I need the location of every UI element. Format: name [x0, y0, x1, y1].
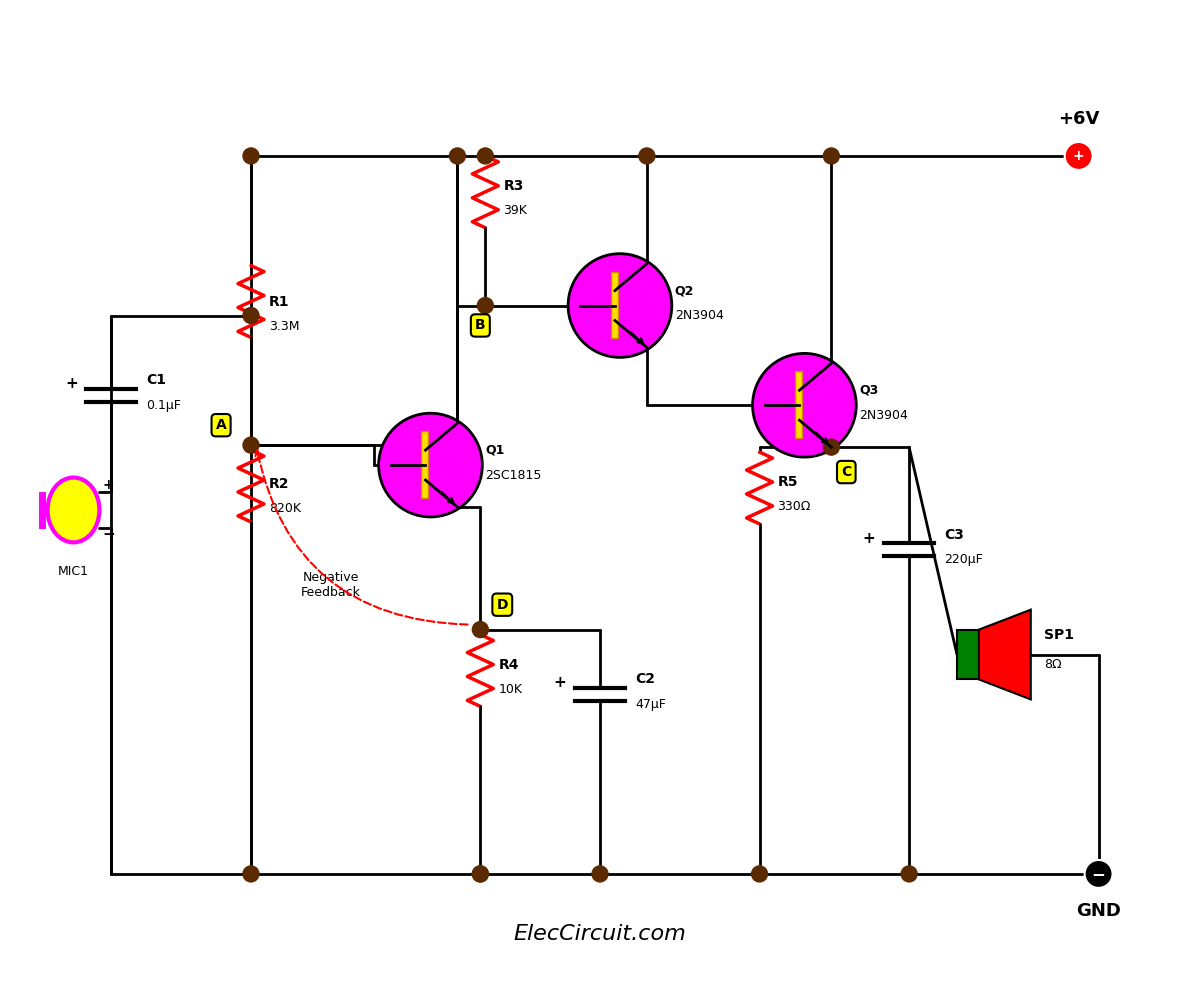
Text: −: − — [1092, 865, 1105, 883]
Circle shape — [638, 148, 655, 164]
Circle shape — [244, 437, 259, 453]
Circle shape — [473, 622, 488, 637]
Circle shape — [568, 254, 672, 358]
Circle shape — [901, 866, 917, 882]
Circle shape — [379, 414, 482, 517]
Text: SP1: SP1 — [1044, 627, 1074, 641]
Text: 820K: 820K — [269, 502, 301, 515]
Circle shape — [751, 866, 768, 882]
Circle shape — [450, 148, 466, 164]
Text: R3: R3 — [503, 179, 523, 193]
Ellipse shape — [48, 478, 100, 543]
Text: 39K: 39K — [503, 204, 527, 218]
Text: +: + — [102, 478, 114, 492]
Circle shape — [478, 297, 493, 313]
Text: 2N3904: 2N3904 — [674, 309, 724, 322]
Text: C1: C1 — [146, 373, 167, 387]
Text: Q3: Q3 — [859, 384, 878, 397]
Text: ElecCircuit.com: ElecCircuit.com — [514, 924, 686, 944]
Circle shape — [473, 866, 488, 882]
Text: −: − — [102, 527, 115, 543]
Circle shape — [473, 866, 488, 882]
Circle shape — [478, 148, 493, 164]
Text: C: C — [841, 465, 852, 479]
Circle shape — [823, 439, 839, 455]
Text: 0.1μF: 0.1μF — [146, 399, 181, 412]
Text: B: B — [475, 318, 486, 333]
Text: D: D — [497, 598, 508, 612]
Text: GND: GND — [1076, 902, 1121, 920]
Circle shape — [752, 354, 857, 457]
Bar — [956, 629, 979, 680]
Text: 8Ω: 8Ω — [1044, 658, 1061, 671]
Circle shape — [244, 307, 259, 323]
Text: 3.3M: 3.3M — [269, 320, 300, 333]
Text: Q2: Q2 — [674, 284, 694, 297]
Text: A: A — [216, 419, 227, 432]
Text: MIC1: MIC1 — [58, 564, 89, 578]
Text: 47μF: 47μF — [635, 698, 666, 711]
Circle shape — [1064, 142, 1093, 169]
Text: R2: R2 — [269, 477, 289, 491]
Circle shape — [244, 866, 259, 882]
Text: +6V: +6V — [1058, 110, 1099, 128]
Text: 10K: 10K — [498, 683, 522, 696]
Text: +: + — [1073, 149, 1085, 163]
Text: 220μF: 220μF — [944, 554, 983, 566]
Text: 2SC1815: 2SC1815 — [485, 469, 541, 482]
Text: R5: R5 — [778, 475, 798, 489]
Text: 2N3904: 2N3904 — [859, 409, 908, 422]
Circle shape — [1085, 860, 1112, 887]
Text: C2: C2 — [635, 673, 655, 687]
Text: C3: C3 — [944, 528, 964, 542]
Text: 330Ω: 330Ω — [778, 500, 811, 513]
Text: +: + — [65, 376, 78, 391]
Text: +: + — [863, 531, 876, 546]
Circle shape — [244, 148, 259, 164]
Circle shape — [823, 148, 839, 164]
Text: Q1: Q1 — [485, 443, 505, 457]
Text: R4: R4 — [498, 658, 518, 672]
Circle shape — [592, 866, 608, 882]
Text: +: + — [553, 676, 566, 690]
Polygon shape — [979, 610, 1031, 699]
Text: Negative
Feedback: Negative Feedback — [301, 570, 361, 599]
Text: R1: R1 — [269, 295, 289, 308]
